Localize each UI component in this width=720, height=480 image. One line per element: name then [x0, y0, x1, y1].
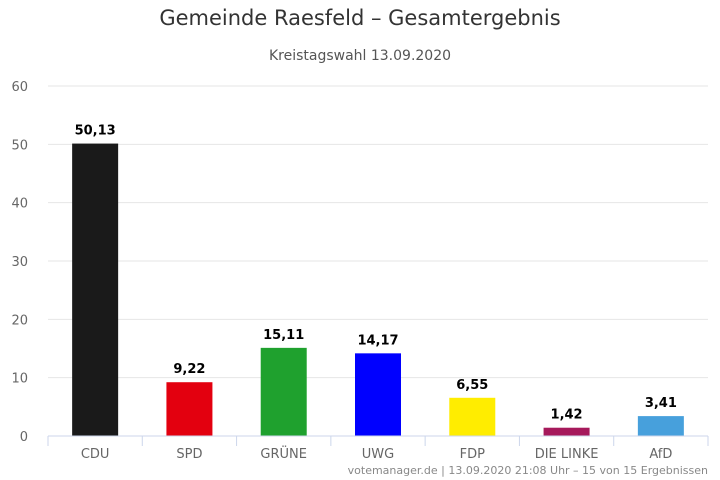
- data-label: 3,41: [645, 396, 677, 411]
- y-tick-label: 20: [11, 313, 28, 328]
- bar-fdp[interactable]: [449, 397, 496, 436]
- x-tick-label: SPD: [176, 447, 202, 462]
- bar-uwg[interactable]: [355, 353, 401, 436]
- y-tick-label: 60: [11, 80, 28, 95]
- bar-spd[interactable]: [166, 382, 213, 436]
- chart-title: Gemeinde Raesfeld – Gesamtergebnis: [159, 6, 561, 30]
- y-tick-label: 10: [11, 372, 28, 387]
- bar-die-linke[interactable]: [543, 427, 590, 436]
- data-label: 14,17: [357, 333, 398, 348]
- data-label: 15,11: [263, 328, 304, 343]
- y-tick-label: 30: [11, 255, 28, 270]
- x-axis-ticks: CDU SPD GRÜNE UWG FDP DIE LINKE AfD: [47, 436, 709, 462]
- credits-text[interactable]: votemanager.de | 13.09.2020 21:08 Uhr – …: [348, 464, 708, 477]
- y-tick-label: 0: [20, 430, 28, 445]
- bars: [72, 143, 684, 436]
- bar-grüne[interactable]: [260, 347, 307, 436]
- x-tick-label: UWG: [362, 447, 394, 462]
- bar-cdu[interactable]: [72, 143, 119, 436]
- data-label: 1,42: [551, 408, 583, 423]
- y-tick-label: 40: [11, 197, 28, 212]
- x-tick-label: DIE LINKE: [535, 447, 599, 462]
- data-label: 9,22: [173, 362, 205, 377]
- y-axis-ticks: 0 10 20 30 40 50 60: [11, 80, 28, 445]
- x-tick-label: GRÜNE: [260, 445, 307, 462]
- x-tick-label: CDU: [81, 447, 110, 462]
- data-labels: 50,13 9,22 15,11 14,17 6,55 1,42 3,41: [75, 124, 677, 423]
- data-label: 50,13: [75, 124, 116, 139]
- y-tick-label: 50: [11, 138, 28, 153]
- data-label: 6,55: [456, 378, 488, 393]
- x-tick-label: AfD: [649, 447, 672, 462]
- x-tick-label: FDP: [460, 447, 485, 462]
- chart-subtitle: Kreistagswahl 13.09.2020: [268, 48, 452, 64]
- bar-afd[interactable]: [637, 416, 684, 436]
